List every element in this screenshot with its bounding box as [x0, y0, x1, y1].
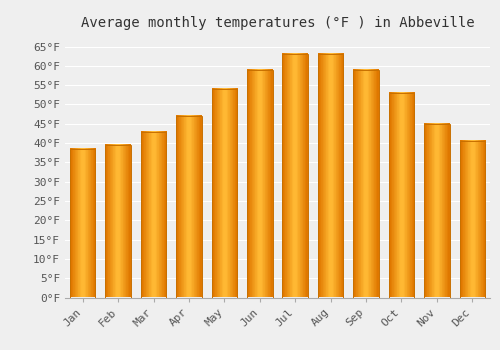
Bar [247, 70, 272, 298]
Bar [354, 70, 379, 298]
Bar [106, 145, 131, 298]
Bar [176, 116, 202, 298]
Bar [70, 149, 96, 298]
Bar [282, 54, 308, 298]
Bar [318, 54, 344, 298]
Bar [388, 93, 414, 298]
Bar [212, 89, 237, 298]
Bar [424, 124, 450, 298]
Title: Average monthly temperatures (°F ) in Abbeville: Average monthly temperatures (°F ) in Ab… [80, 16, 474, 30]
Bar [460, 141, 485, 298]
Bar [141, 132, 167, 298]
